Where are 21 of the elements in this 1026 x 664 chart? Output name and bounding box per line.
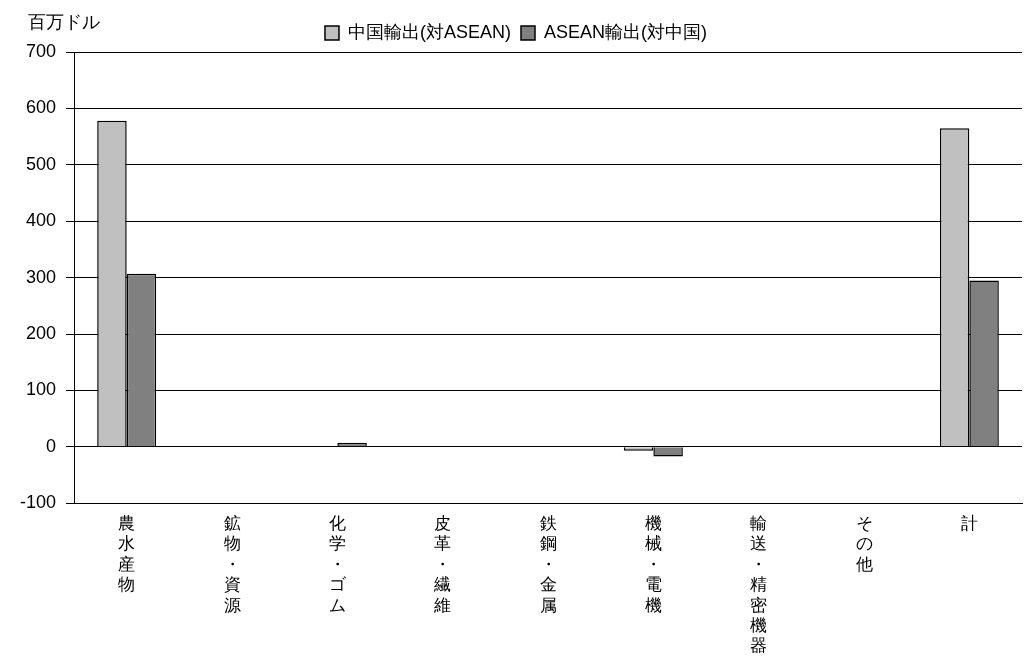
- y-tick-label: 700: [25, 40, 57, 61]
- x-tick-label: その他: [855, 514, 873, 574]
- y-tick-label: 600: [25, 97, 57, 118]
- x-tick-label: 鉱物・資源: [223, 514, 241, 615]
- y-tick-label: 500: [25, 153, 57, 174]
- x-tick-label: 計: [960, 514, 978, 534]
- x-tick-label: 皮革・繊維: [433, 514, 452, 615]
- y-tick-label: 400: [25, 210, 57, 231]
- y-axis-title: 百万ドル: [28, 11, 100, 32]
- y-tick-label: 0: [46, 435, 57, 456]
- x-tick-label: 機械・電機: [644, 514, 662, 615]
- x-tick-label: 農水産物: [118, 514, 136, 595]
- x-tick-label: 輸送・精密機器: [750, 514, 768, 656]
- legend-label: ASEAN輸出(対中国): [544, 21, 708, 42]
- y-tick-label: 100: [25, 379, 57, 400]
- legend-label: 中国輸出(対ASEAN): [347, 21, 511, 42]
- x-tick-label: 化学・ゴム: [328, 514, 347, 615]
- x-tick-label: 鉄鋼・金属: [539, 514, 557, 615]
- y-tick-label: 300: [25, 266, 57, 287]
- y-tick-label: -100: [20, 492, 57, 513]
- y-tick-label: 200: [25, 322, 57, 343]
